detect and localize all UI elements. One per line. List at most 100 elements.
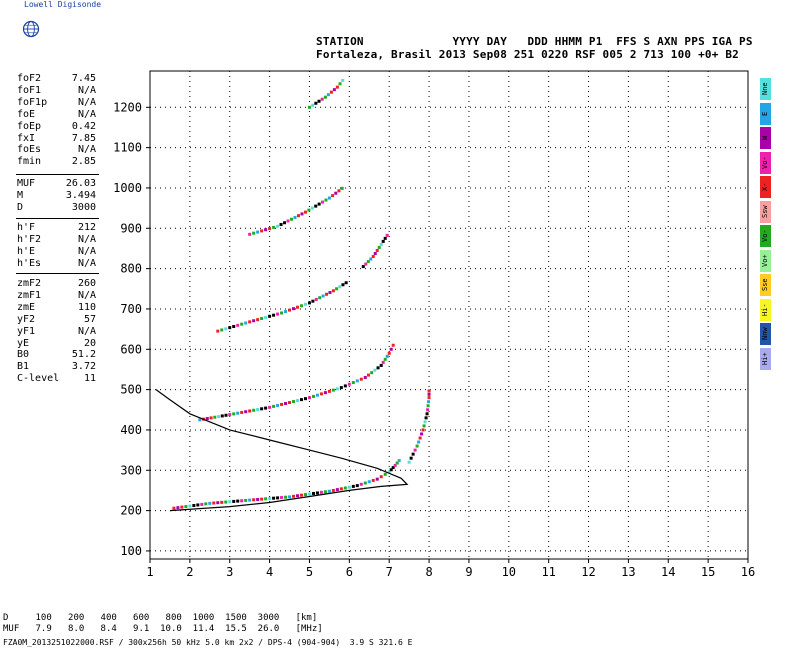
- echo-point: [323, 490, 327, 494]
- echo-point: [311, 299, 315, 303]
- echo-point: [335, 287, 339, 291]
- param-value: N/A: [77, 289, 96, 301]
- echo-point: [216, 329, 220, 333]
- param-label: h'F: [17, 222, 36, 233]
- echo-point: [420, 432, 424, 436]
- echo-point: [318, 296, 322, 300]
- param-row-muf: MUF 26.03: [17, 178, 96, 189]
- echo-point: [325, 292, 329, 296]
- param-row-zmf2: zmF2 260: [17, 278, 96, 289]
- echo-point: [381, 239, 385, 243]
- param-row-fmin: fmin 2.85: [17, 156, 96, 167]
- echo-point: [366, 373, 370, 377]
- param-label: fmin: [17, 156, 42, 168]
- echo-point: [315, 393, 319, 397]
- echo-point: [276, 312, 280, 316]
- echo-point: [228, 500, 232, 504]
- echo-point: [280, 496, 284, 500]
- echo-point: [180, 505, 184, 509]
- echo-point: [411, 452, 415, 456]
- legend-item-1: E: [760, 102, 771, 125]
- tick-labels: 1 2 3 4 5 6 7 8 9 10 11 12 13 14 15 1610020030040050060…: [113, 100, 755, 579]
- echo-point: [324, 198, 328, 202]
- echo-point: [288, 308, 292, 312]
- echo-point: [426, 408, 430, 412]
- param-label: yF1: [17, 325, 36, 337]
- x-tick-label: 11: [541, 565, 555, 579]
- echo-point: [293, 215, 297, 219]
- echo-point: [341, 283, 345, 287]
- echo-point: [256, 497, 260, 501]
- echo-point: [328, 291, 332, 295]
- echo-point: [370, 371, 374, 375]
- echo-point: [355, 379, 359, 383]
- echo-point: [375, 477, 379, 481]
- param-label: fxI: [17, 132, 36, 144]
- echo-point: [364, 262, 368, 266]
- param-value: 26.03: [65, 178, 96, 189]
- echo-point: [184, 505, 188, 509]
- echo-point: [283, 221, 287, 225]
- echo-point: [264, 406, 268, 410]
- echo-point: [232, 412, 236, 416]
- echo-point: [248, 409, 252, 413]
- echo-point: [311, 492, 315, 496]
- echo-point: [373, 368, 377, 372]
- echo-point: [220, 500, 224, 504]
- x-tick-label: 9: [465, 565, 472, 579]
- echo-point: [256, 318, 260, 322]
- echo-point: [290, 217, 294, 221]
- echo-point: [319, 490, 323, 494]
- param-label: C-level: [17, 373, 60, 385]
- echo-point: [292, 307, 296, 311]
- header-columns: STATION YYYY DAY DDD HHMM P1 FFS S AXN P…: [316, 35, 753, 48]
- param-label: MUF: [17, 178, 36, 189]
- echo-point: [323, 391, 327, 395]
- echo-point: [327, 389, 331, 393]
- echo-point: [196, 503, 200, 507]
- legend-item-8: Sse: [760, 274, 771, 296]
- param-row-fxi: fxI 7.85: [17, 133, 96, 144]
- echo-point: [361, 265, 365, 269]
- echo-point: [272, 496, 276, 500]
- echo-point: [209, 416, 213, 420]
- param-value: 260: [77, 278, 96, 289]
- echo-point: [367, 480, 371, 484]
- echo-point: [347, 382, 351, 386]
- y-tick-label: 200: [120, 504, 142, 518]
- echo-point: [260, 497, 264, 501]
- param-row-hes: h'Es N/A: [17, 258, 96, 269]
- param-value: 20: [83, 337, 96, 349]
- echo-point: [268, 405, 272, 409]
- legend-item-10: Nnw: [760, 323, 771, 345]
- echo-point: [204, 502, 208, 506]
- echo-point: [280, 402, 284, 406]
- param-row-foe: foE N/A: [17, 109, 96, 120]
- echo-point: [413, 448, 417, 452]
- legend-item-9: Hi-: [760, 298, 771, 321]
- echo-point: [385, 233, 389, 237]
- echo-point: [331, 194, 335, 198]
- param-value: 3.72: [71, 361, 96, 373]
- echo-point: [418, 436, 422, 440]
- param-value: N/A: [77, 84, 96, 96]
- echo-point: [339, 386, 343, 390]
- echo-point: [272, 225, 276, 229]
- echo-point: [299, 398, 303, 402]
- echo-point: [387, 470, 391, 474]
- x-tick-label: 3: [226, 565, 233, 579]
- y-tick-label: 800: [120, 262, 142, 276]
- echo-point: [344, 281, 348, 285]
- param-row-b0: B0 51.2: [17, 349, 96, 360]
- echo-point: [303, 397, 307, 401]
- echo-point: [423, 420, 427, 424]
- x-tick-label: 2: [186, 565, 193, 579]
- param-row-foes: foEs N/A: [17, 144, 96, 155]
- echo-point: [276, 403, 280, 407]
- echo-point: [383, 472, 387, 476]
- echo-point: [296, 305, 300, 309]
- param-value: 7.45: [71, 73, 96, 84]
- echo-point: [228, 326, 232, 330]
- param-label: foE: [17, 108, 36, 120]
- echo-point: [176, 506, 180, 510]
